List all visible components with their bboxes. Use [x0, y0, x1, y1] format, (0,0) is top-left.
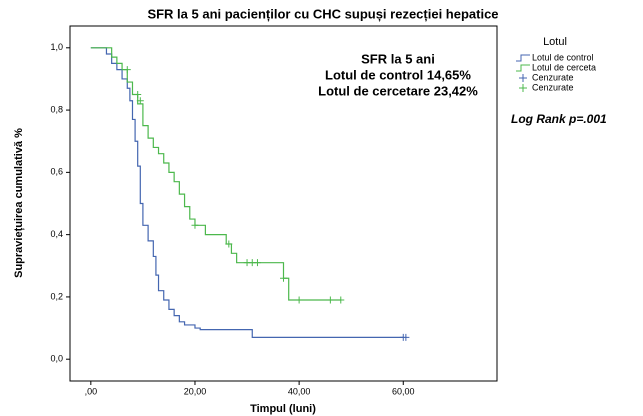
y-tick-label: 1,0 — [50, 42, 63, 52]
y-tick-label: 0,2 — [50, 291, 63, 301]
legend-swatch — [519, 84, 527, 92]
x-tick-label: 20,00 — [184, 386, 207, 396]
censor-mark — [136, 97, 144, 105]
legend-title: Lotul — [543, 36, 567, 48]
legend-label: Cenzurate — [532, 82, 574, 92]
censor-mark — [191, 221, 199, 229]
censor-mark — [337, 296, 345, 304]
censor-mark — [295, 296, 303, 304]
x-tick-label: ,00 — [85, 386, 98, 396]
censor-mark — [253, 259, 261, 267]
survival-curve — [90, 47, 404, 339]
censor-mark — [134, 91, 142, 99]
legend-swatch — [516, 54, 530, 62]
annotation: Lotul de control 14,65% — [325, 67, 471, 82]
censor-mark — [402, 333, 410, 341]
x-axis-label: Timpul (luni) — [250, 403, 316, 415]
y-tick-label: 0,4 — [50, 229, 63, 239]
y-axis-label: Supraviețuirea cumulativă % — [13, 128, 25, 278]
side-note: Log Rank p=.001 — [511, 112, 607, 126]
annotation: SFR la 5 ani — [361, 51, 435, 66]
censor-mark — [225, 240, 233, 248]
chart-title: SFR la 5 ani pacienților cu CHC supuși r… — [147, 6, 498, 21]
y-tick-label: 0,8 — [50, 104, 63, 114]
y-tick-label: 0,6 — [50, 167, 63, 177]
x-tick-label: 60,00 — [392, 386, 415, 396]
survival-curve — [90, 47, 341, 301]
legend-label: Lotul de control — [532, 52, 594, 62]
censor-mark — [123, 66, 131, 74]
legend-label: Cenzurate — [532, 72, 574, 82]
plot-frame — [69, 25, 498, 382]
x-tick-label: 40,00 — [288, 386, 311, 396]
legend-label: Lotul de cerceta — [532, 62, 596, 72]
censor-mark — [326, 296, 334, 304]
legend-swatch — [516, 64, 530, 72]
censor-mark — [280, 274, 287, 282]
annotation: Lotul de cercetare 23,42% — [318, 83, 478, 98]
legend-swatch — [519, 74, 527, 82]
y-tick-label: 0,0 — [50, 354, 63, 364]
